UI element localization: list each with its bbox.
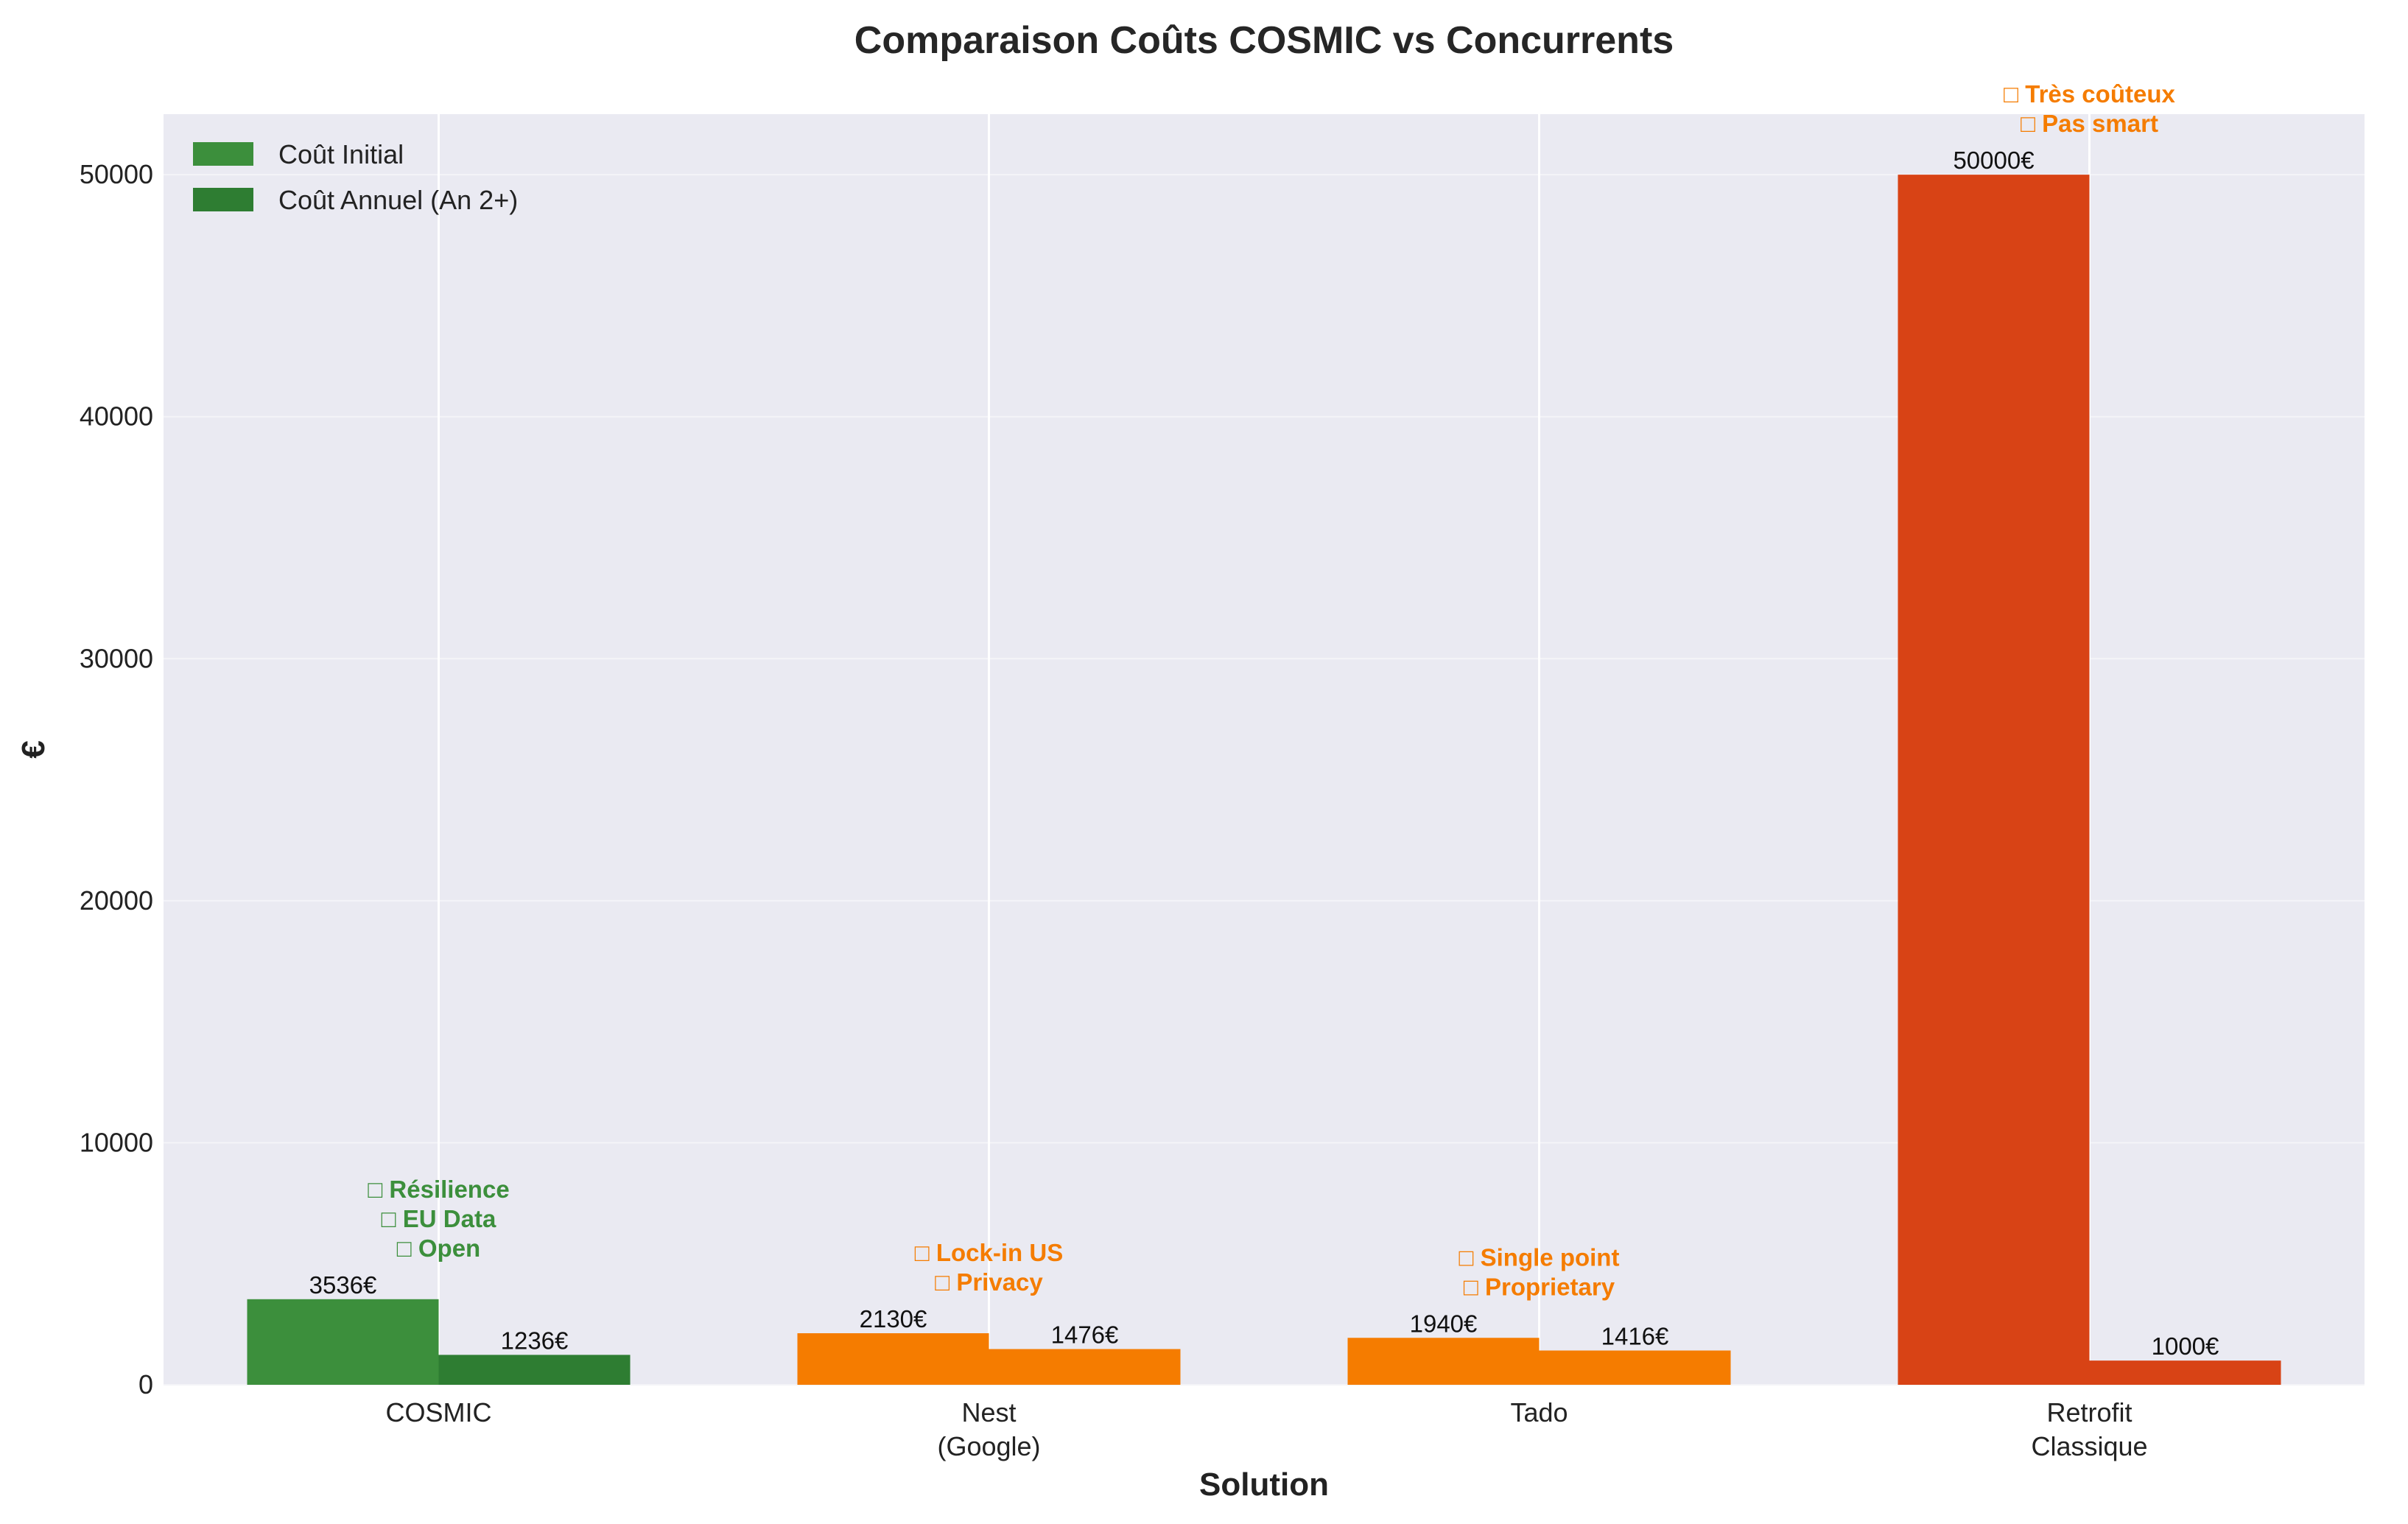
y-tick-label: 0 — [138, 1369, 153, 1400]
bar-value-label: 1416€ — [1601, 1322, 1669, 1349]
bar-value-label: 1000€ — [2152, 1332, 2219, 1360]
bar — [247, 1299, 439, 1385]
x-axis-title: Solution — [1199, 1467, 1329, 1503]
legend-swatch — [193, 142, 253, 166]
bar — [2089, 1360, 2281, 1385]
y-axis-title: € — [15, 740, 52, 758]
bars — [247, 175, 2281, 1386]
legend: Coût Initial Coût Annuel (An 2+) — [193, 139, 518, 215]
bar-value-label: 1940€ — [1410, 1310, 1478, 1337]
bar-value-label: 2130€ — [860, 1305, 927, 1332]
axis-ticks: 0 10000 20000 30000 40000 50000 COSMIC Nest (Goo… — [80, 159, 2148, 1461]
chart-title: Comparaison Coûts COSMIC vs Concurrents — [854, 19, 1674, 62]
y-tick-label: 50000 — [80, 159, 153, 189]
annotation-text: □ Pas smart — [2021, 110, 2158, 137]
y-tick-label: 10000 — [80, 1127, 153, 1157]
annotation-text: □ Très coûteux — [2004, 80, 2175, 108]
annotation-text: □ Open — [397, 1235, 480, 1262]
annotation-text: □ Résilience — [368, 1176, 509, 1203]
y-tick-label: 20000 — [80, 885, 153, 916]
y-tick-label: 30000 — [80, 643, 153, 673]
x-tick-label: Nest (Google) — [937, 1397, 1040, 1461]
x-tick-label: Tado — [1510, 1397, 1568, 1428]
bar — [797, 1333, 989, 1385]
bar-value-label: 50000€ — [1953, 147, 2034, 174]
data-labels: 3536€ 2130€ 1940€ 50000€ 1236€ 1476€ 1416€ 1000… — [309, 147, 2219, 1360]
legend-label: Coût Initial — [278, 139, 404, 169]
annotation-text: □ Proprietary — [1464, 1273, 1615, 1300]
bar-value-label: 1476€ — [1051, 1321, 1119, 1349]
annotation-text: □ Single point — [1459, 1243, 1620, 1271]
bar — [1898, 175, 2090, 1386]
annotations: □ Résilience□ EU Data□ Open □ Lock-in US□… — [368, 80, 2175, 1300]
legend-swatch — [193, 188, 253, 211]
bar — [1539, 1350, 1731, 1385]
bar — [438, 1355, 631, 1385]
x-tick-label: COSMIC — [386, 1397, 492, 1428]
annotation-text: □ Lock-in US — [915, 1239, 1063, 1266]
x-tick-label: Retrofit Classique — [2031, 1397, 2147, 1461]
bar — [989, 1349, 1181, 1385]
legend-label: Coût Annuel (An 2+) — [278, 185, 518, 215]
bar-value-label: 3536€ — [309, 1271, 377, 1299]
bar — [1347, 1338, 1540, 1385]
annotation-text: □ EU Data — [382, 1205, 496, 1232]
bar-value-label: 1236€ — [501, 1327, 569, 1354]
y-tick-label: 40000 — [80, 401, 153, 432]
annotation-text: □ Privacy — [935, 1268, 1043, 1296]
